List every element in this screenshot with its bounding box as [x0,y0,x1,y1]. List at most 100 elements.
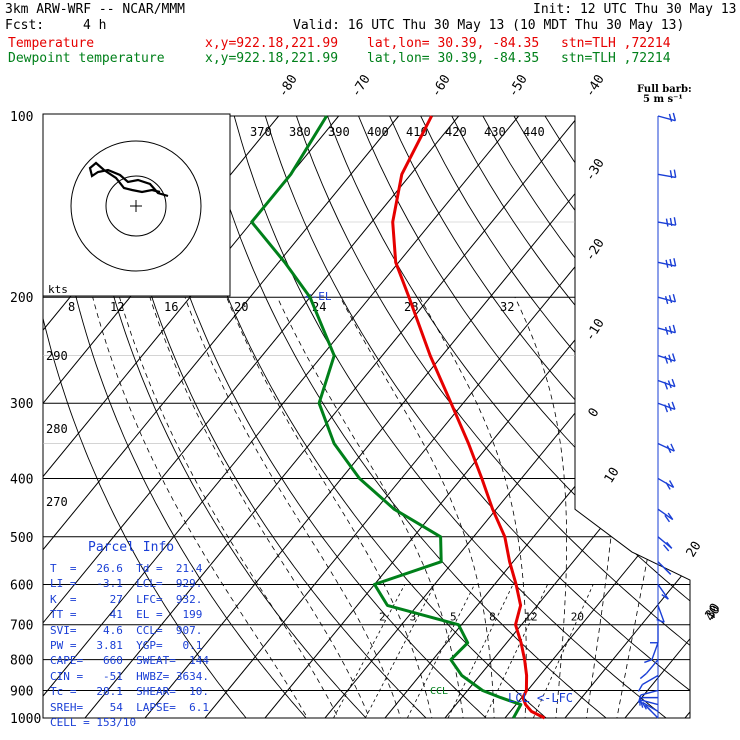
wind-barb [657,112,677,122]
isotherm-line [144,116,640,718]
wind-barb [639,659,659,680]
dew-latlon: lat,lon= 30.39, -84.35 [367,51,540,66]
wind-barbs [637,112,677,719]
temp-xy: x,y=922.18,221.99 [205,36,339,51]
wind-barb [657,401,676,413]
wind-barb-flag [669,217,673,226]
theta-label: 400 [367,125,389,139]
isotherm-label: -20 [583,236,608,264]
dry-adiabat [358,116,690,718]
wind-barb-flag [667,402,672,411]
wind-barb [657,561,672,575]
dry-adiabat [264,116,690,718]
dry-adiabat [420,116,690,718]
wind-barb [657,217,677,227]
hodograph-ring-label: 16 [164,300,178,314]
wind-barb-flag [671,353,676,362]
wind-barb-staff [657,173,676,179]
wind-barb-flag [673,169,677,178]
wind-barb-flag [668,325,673,334]
wind-barb-flag [668,480,675,488]
dry-adiabat [109,116,440,718]
theta-label: 380 [289,125,311,139]
dry-adiabat [451,116,690,718]
wind-barb-flag [639,699,644,708]
wind-barb [657,477,675,490]
theta-left-label: 290 [46,349,68,363]
wind-barb-flag [664,296,669,305]
dewpoint-legend: Dewpoint temperature [8,51,165,66]
isotherm-line [504,116,690,718]
mixing-ratio-line [333,584,406,718]
mixing-ratio-line [406,584,475,718]
hodograph-kts-label: kts [48,283,68,296]
sounding-profiles [250,115,546,720]
theta-label: 420 [445,125,467,139]
mixing-ratio-line [532,584,594,718]
temp-station: stn=TLH ,72214 [561,36,671,51]
wind-barb-flag [637,684,644,692]
wind-barb-staff [645,659,659,674]
parcel-info-row: SREH= 54 LAPSE= 6.1 [50,700,209,714]
wind-barb-flag [663,544,670,552]
wind-barb [657,508,674,523]
dew-station: stn=TLH ,72214 [561,51,671,66]
dew-xy: x,y=922.18,221.99 [205,51,339,66]
wind-barb [637,674,659,692]
mixing-ratio-label: 5 [450,611,457,624]
wind-barb-flag [666,445,672,454]
dry-adiabat [202,116,622,718]
isobar-label: 200 [10,291,33,306]
hodograph-ring-label: 32 [500,300,514,314]
wind-barb-flag [672,324,677,333]
dry-adiabat [43,116,258,718]
moist-adiabat [614,297,688,718]
wind-barb-flag [672,112,677,121]
isotherm-label: 40 [703,603,724,624]
wind-barb-flag [673,217,677,226]
dry-adiabat [295,116,690,718]
wind-barb-staff [657,115,676,122]
fcst-value: 4 h [83,18,107,33]
parcel-info-row: K = 27 LFC= 932. [50,592,203,606]
isotherm-line [684,116,690,718]
wind-barb [657,584,669,600]
isotherm-label: 0 [586,406,603,421]
theta-left-label: 270 [46,495,68,509]
wind-barb-flag [665,482,671,490]
wind-barb-flag [667,512,674,520]
isotherm-line [624,116,690,718]
dry-adiabat [78,116,379,718]
moist-adiabat [226,297,435,718]
parcel-info-row: PW = 3.81 YGP= 0.1 [50,639,203,652]
mixing-ratio-label: 2 [379,611,386,624]
wind-barb-staff [657,508,674,521]
wind-barb [657,258,677,268]
wind-barb-flag [672,293,677,303]
wind-barb-flag [671,401,676,410]
isotherm-line [43,116,400,718]
isobar-label: 400 [10,472,33,487]
hodograph-ring-label: 8 [68,300,75,314]
parcel-info-row: CIN = -51 HWBZ= 3634. [50,669,209,683]
moist-adiabat [149,297,375,718]
parcel-info-row: CAPE= 660 SWEAT= 144 [50,654,209,668]
dry-adiabat [171,116,562,718]
hodograph-ring [105,175,167,237]
isotherm-line [324,116,690,718]
isobar-label: 300 [10,397,33,412]
wind-barb [657,169,677,179]
wind-barb-flag [673,258,677,267]
parcel-info-row: SVI= 4.6 CCL= 907. [50,623,203,637]
hodograph-ring-label: 12 [110,300,124,314]
dry-adiabat [482,116,690,718]
model-title: 3km ARW-WRF -- NCAR/MMM [5,2,186,17]
dewpoint-profile [250,115,523,719]
hodograph-ring-label: 20 [234,300,248,314]
wind-barb-flag [669,170,673,179]
wind-barb [657,324,677,335]
wind-barb [644,642,659,664]
wind-barb-flag [656,618,665,623]
isotherm-label: -50 [506,72,531,100]
wind-barb [644,704,659,719]
